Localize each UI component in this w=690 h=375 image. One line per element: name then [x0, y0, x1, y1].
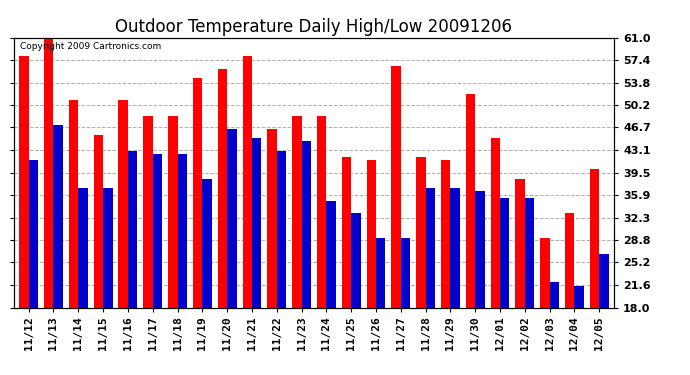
- Bar: [44, 38, 54, 375]
- Bar: [342, 157, 351, 375]
- Bar: [94, 135, 103, 375]
- Bar: [540, 238, 550, 375]
- Bar: [574, 285, 584, 375]
- Bar: [550, 282, 559, 375]
- Bar: [466, 94, 475, 375]
- Bar: [441, 160, 451, 375]
- Bar: [78, 188, 88, 375]
- Bar: [69, 100, 78, 375]
- Bar: [242, 56, 252, 375]
- Bar: [302, 141, 311, 375]
- Bar: [193, 78, 202, 375]
- Bar: [376, 238, 386, 375]
- Bar: [218, 69, 227, 375]
- Bar: [252, 138, 262, 375]
- Bar: [119, 100, 128, 375]
- Title: Outdoor Temperature Daily High/Low 20091206: Outdoor Temperature Daily High/Low 20091…: [115, 18, 513, 36]
- Bar: [168, 116, 177, 375]
- Bar: [292, 116, 302, 375]
- Bar: [391, 66, 401, 375]
- Bar: [267, 129, 277, 375]
- Text: Copyright 2009 Cartronics.com: Copyright 2009 Cartronics.com: [20, 42, 161, 51]
- Bar: [451, 188, 460, 375]
- Bar: [326, 201, 336, 375]
- Bar: [227, 129, 237, 375]
- Bar: [54, 125, 63, 375]
- Bar: [351, 213, 361, 375]
- Bar: [317, 116, 326, 375]
- Bar: [565, 213, 574, 375]
- Bar: [103, 188, 112, 375]
- Bar: [475, 191, 484, 375]
- Bar: [128, 150, 137, 375]
- Bar: [426, 188, 435, 375]
- Bar: [152, 154, 162, 375]
- Bar: [177, 154, 187, 375]
- Bar: [590, 170, 599, 375]
- Bar: [401, 238, 410, 375]
- Bar: [599, 254, 609, 375]
- Bar: [366, 160, 376, 375]
- Bar: [29, 160, 38, 375]
- Bar: [277, 150, 286, 375]
- Bar: [144, 116, 152, 375]
- Bar: [19, 56, 29, 375]
- Bar: [525, 198, 534, 375]
- Bar: [500, 198, 509, 375]
- Bar: [416, 157, 426, 375]
- Bar: [515, 179, 525, 375]
- Bar: [491, 138, 500, 375]
- Bar: [202, 179, 212, 375]
